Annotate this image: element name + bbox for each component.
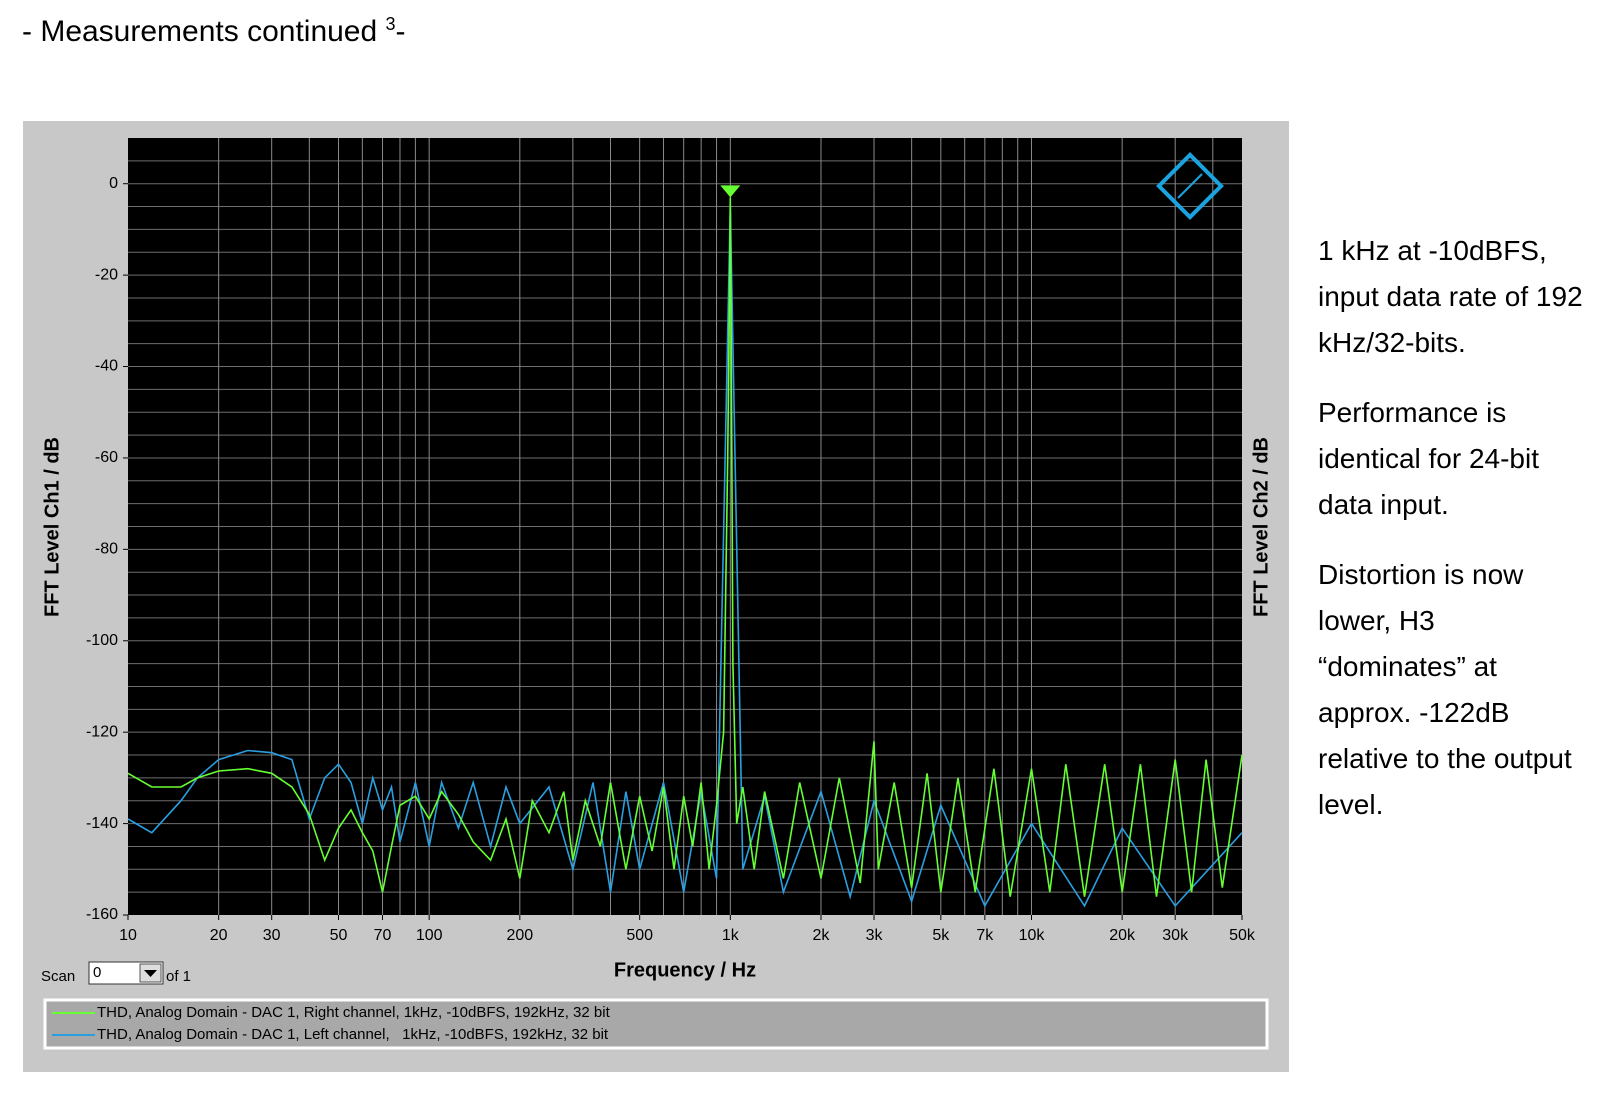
paragraph: Performance is identical for 24-bit data… <box>1318 397 1540 520</box>
x-tick-label: 1k <box>722 927 740 944</box>
paragraph: 1 kHz at -10dBFS, input data rate of 192… <box>1318 235 1583 358</box>
x-tick-label: 7k <box>976 927 994 944</box>
y-axis-label: FFT Level Ch1 / dB <box>41 437 63 617</box>
chart: Frequency / Hz FFT Level Ch1 / dB FFT Le… <box>23 121 1289 1072</box>
dropdown-arrow <box>144 970 157 977</box>
y-tick-label: -40 <box>95 358 118 375</box>
heading-sup: 3 <box>385 14 396 34</box>
paragraph: Distortion is now lower, H3 “dominates” … <box>1318 559 1572 820</box>
y-tick-label: -120 <box>86 723 118 740</box>
y-tick-label: -100 <box>86 632 118 649</box>
scan-label: Scan <box>41 968 75 985</box>
x-tick-label: 3k <box>866 927 884 944</box>
x-tick-label: 500 <box>626 927 653 944</box>
y-tick-label: -60 <box>95 449 118 466</box>
x-tick-label: 20 <box>210 927 228 944</box>
x-tick-label: 30k <box>1162 927 1189 944</box>
legend-box <box>43 998 1269 1050</box>
logo-diamond <box>1156 152 1224 220</box>
side-text: 1 kHz at -10dBFS, input data rate of 192… <box>1318 228 1588 852</box>
x-tick-label: 10 <box>119 927 137 944</box>
y-tick-label: -140 <box>86 815 118 832</box>
x-tick-label: 50k <box>1229 927 1256 944</box>
logo-stroke <box>1177 173 1203 199</box>
y-tick-label: -80 <box>95 541 118 558</box>
heading-end: - <box>395 15 406 48</box>
grid <box>128 138 1242 915</box>
peak-marker <box>720 185 741 198</box>
scan-value: 0 <box>93 964 101 981</box>
scan-of: of 1 <box>166 968 191 985</box>
y2-axis-label: FFT Level Ch2 / dB <box>1250 437 1272 617</box>
series-line <box>127 197 1243 897</box>
heading: - Measurements continued 3- <box>22 14 406 49</box>
x-tick-label: 50 <box>330 927 348 944</box>
x-axis-label: Frequency / Hz <box>614 959 756 981</box>
x-tick-label: 200 <box>506 927 533 944</box>
y-tick-label: 0 <box>109 175 118 192</box>
legend-label: THD, Analog Domain - DAC 1, Left channel… <box>97 1026 609 1043</box>
x-tick-label: 5k <box>932 927 950 944</box>
y-tick-label: -160 <box>86 906 118 923</box>
x-tick-label: 10k <box>1019 927 1046 944</box>
x-tick-label: 30 <box>263 927 281 944</box>
x-tick-label: 2k <box>813 927 831 944</box>
x-tick-label: 70 <box>374 927 392 944</box>
legend-label: THD, Analog Domain - DAC 1, Right channe… <box>97 1004 611 1021</box>
logo <box>1156 152 1224 220</box>
x-tick-label: 100 <box>416 927 443 944</box>
heading-text: - Measurements continued <box>22 15 386 48</box>
y-tick-label: -20 <box>95 266 118 283</box>
x-tick-label: 20k <box>1109 927 1136 944</box>
